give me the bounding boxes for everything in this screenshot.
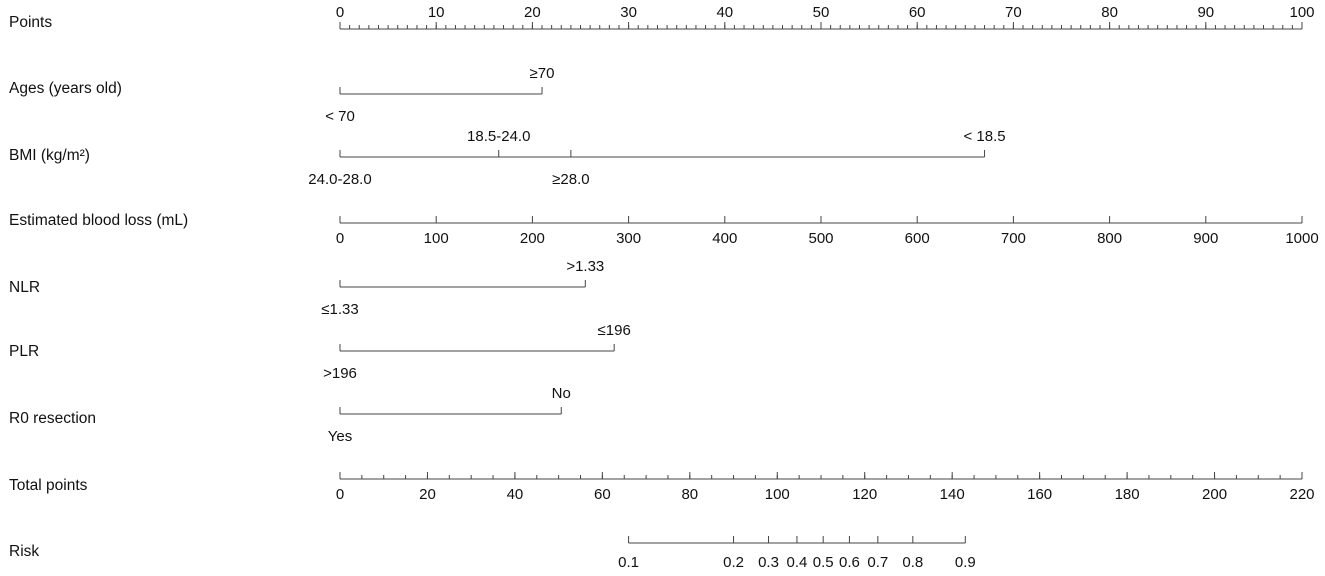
level-label-bmi: ≥28.0 [552, 171, 589, 188]
row-label-points: Points [9, 14, 52, 31]
tick-label-ebl: 700 [1001, 230, 1026, 247]
row-label-nlr: NLR [9, 279, 40, 296]
tick-label-points: 60 [909, 4, 926, 21]
tick-label-ebl: 200 [520, 230, 545, 247]
tick-label-total: 180 [1115, 486, 1140, 503]
tick-label-ebl: 1000 [1285, 230, 1318, 247]
tick-label-total: 80 [681, 486, 698, 503]
level-label-bmi: 18.5-24.0 [467, 128, 530, 145]
row-label-age: Ages (years old) [9, 80, 122, 97]
tick-label-points: 30 [620, 4, 637, 21]
level-label-nlr: ≤1.33 [321, 301, 358, 318]
tick-label-points: 100 [1289, 4, 1314, 21]
tick-label-total: 200 [1202, 486, 1227, 503]
level-label-bmi: < 18.5 [963, 128, 1005, 145]
row-label-risk: Risk [9, 543, 39, 560]
tick-label-total: 20 [419, 486, 436, 503]
tick-label-ebl: 500 [808, 230, 833, 247]
tick-label-points: 50 [813, 4, 830, 21]
tick-label-total: 140 [940, 486, 965, 503]
risk-tick-label: 0.8 [902, 554, 923, 571]
risk-tick-label: 0.2 [723, 554, 744, 571]
tick-label-total: 40 [507, 486, 524, 503]
risk-tick-label: 0.6 [839, 554, 860, 571]
risk-tick-label: 0.4 [787, 554, 808, 571]
row-label-bmi: BMI (kg/m²) [9, 147, 90, 164]
level-label-r0: No [552, 385, 571, 402]
tick-label-total: 220 [1289, 486, 1314, 503]
level-label-age: < 70 [325, 108, 355, 125]
level-label-age: ≥70 [530, 65, 555, 82]
risk-tick-label: 0.7 [867, 554, 888, 571]
tick-label-ebl: 400 [712, 230, 737, 247]
tick-label-ebl: 0 [336, 230, 344, 247]
row-label-total: Total points [9, 477, 88, 494]
risk-tick-label: 0.9 [955, 554, 976, 571]
level-label-plr: ≤196 [598, 322, 631, 339]
tick-label-total: 0 [336, 486, 344, 503]
level-label-bmi: 24.0-28.0 [308, 171, 371, 188]
risk-tick-label: 0.5 [813, 554, 834, 571]
tick-label-points: 0 [336, 4, 344, 21]
tick-label-points: 40 [716, 4, 733, 21]
tick-label-ebl: 300 [616, 230, 641, 247]
tick-label-ebl: 800 [1097, 230, 1122, 247]
tick-label-total: 60 [594, 486, 611, 503]
tick-label-points: 20 [524, 4, 541, 21]
tick-label-total: 120 [852, 486, 877, 503]
row-label-plr: PLR [9, 343, 39, 360]
tick-label-points: 80 [1101, 4, 1118, 21]
tick-label-points: 70 [1005, 4, 1022, 21]
tick-label-total: 100 [765, 486, 790, 503]
tick-label-points: 10 [428, 4, 445, 21]
tick-label-ebl: 600 [905, 230, 930, 247]
tick-label-ebl: 900 [1193, 230, 1218, 247]
tick-label-points: 90 [1197, 4, 1214, 21]
row-label-r0: R0 resection [9, 410, 96, 427]
level-label-r0: Yes [328, 428, 352, 445]
row-label-ebl: Estimated blood loss (mL) [9, 212, 188, 229]
tick-label-ebl: 100 [424, 230, 449, 247]
risk-tick-label: 0.3 [758, 554, 779, 571]
tick-label-total: 160 [1027, 486, 1052, 503]
level-label-nlr: >1.33 [566, 258, 604, 275]
level-label-plr: >196 [323, 365, 357, 382]
risk-tick-label: 0.1 [618, 554, 639, 571]
